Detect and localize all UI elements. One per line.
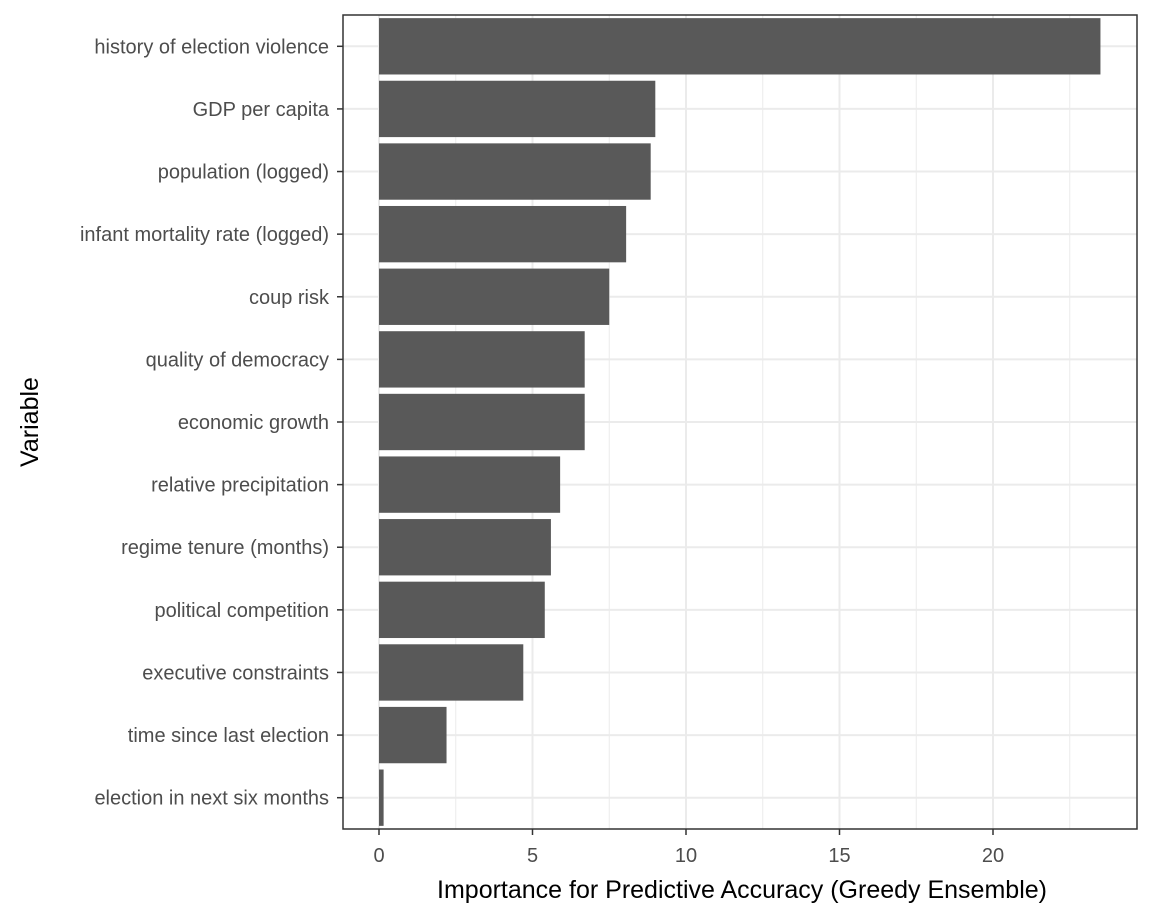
bars (379, 18, 1101, 826)
x-axis: 0 5 10 15 20 (373, 829, 1004, 867)
y-tick-label: economic growth (178, 412, 329, 434)
y-axis-title: Variable (16, 377, 44, 467)
bar (379, 331, 585, 388)
bar (379, 769, 384, 826)
y-tick-label: population (logged) (158, 162, 329, 184)
y-tick-label: infant mortality rate (logged) (80, 224, 329, 246)
y-tick-label: history of election violence (94, 36, 329, 58)
y-tick-label: GDP per capita (193, 99, 330, 121)
x-axis-title: Importance for Predictive Accuracy (Gree… (437, 876, 1047, 904)
x-tick-label: 15 (828, 845, 850, 867)
y-tick-label: time since last election (128, 725, 329, 747)
x-tick-label: 20 (982, 845, 1004, 867)
bar (379, 393, 585, 451)
bar (379, 519, 551, 576)
bar (379, 80, 656, 138)
x-tick-label: 0 (373, 845, 384, 867)
bar (379, 581, 545, 639)
bar (379, 205, 627, 263)
y-tick-label: relative precipitation (151, 475, 329, 497)
bar (379, 644, 524, 701)
x-tick-label: 5 (527, 845, 538, 867)
bar (379, 18, 1101, 75)
bar (379, 143, 651, 200)
bar (379, 268, 610, 325)
y-tick-label: election in next six months (94, 788, 329, 810)
y-tick-label: executive constraints (142, 662, 329, 684)
y-tick-label: coup risk (249, 287, 330, 309)
y-tick-label: quality of democracy (146, 349, 329, 371)
y-tick-label: regime tenure (months) (121, 537, 329, 559)
y-axis: history of election violence GDP per capi… (80, 36, 343, 810)
bar (379, 456, 561, 513)
x-tick-label: 10 (675, 845, 697, 867)
bar (379, 706, 447, 764)
y-tick-label: political competition (154, 600, 329, 622)
